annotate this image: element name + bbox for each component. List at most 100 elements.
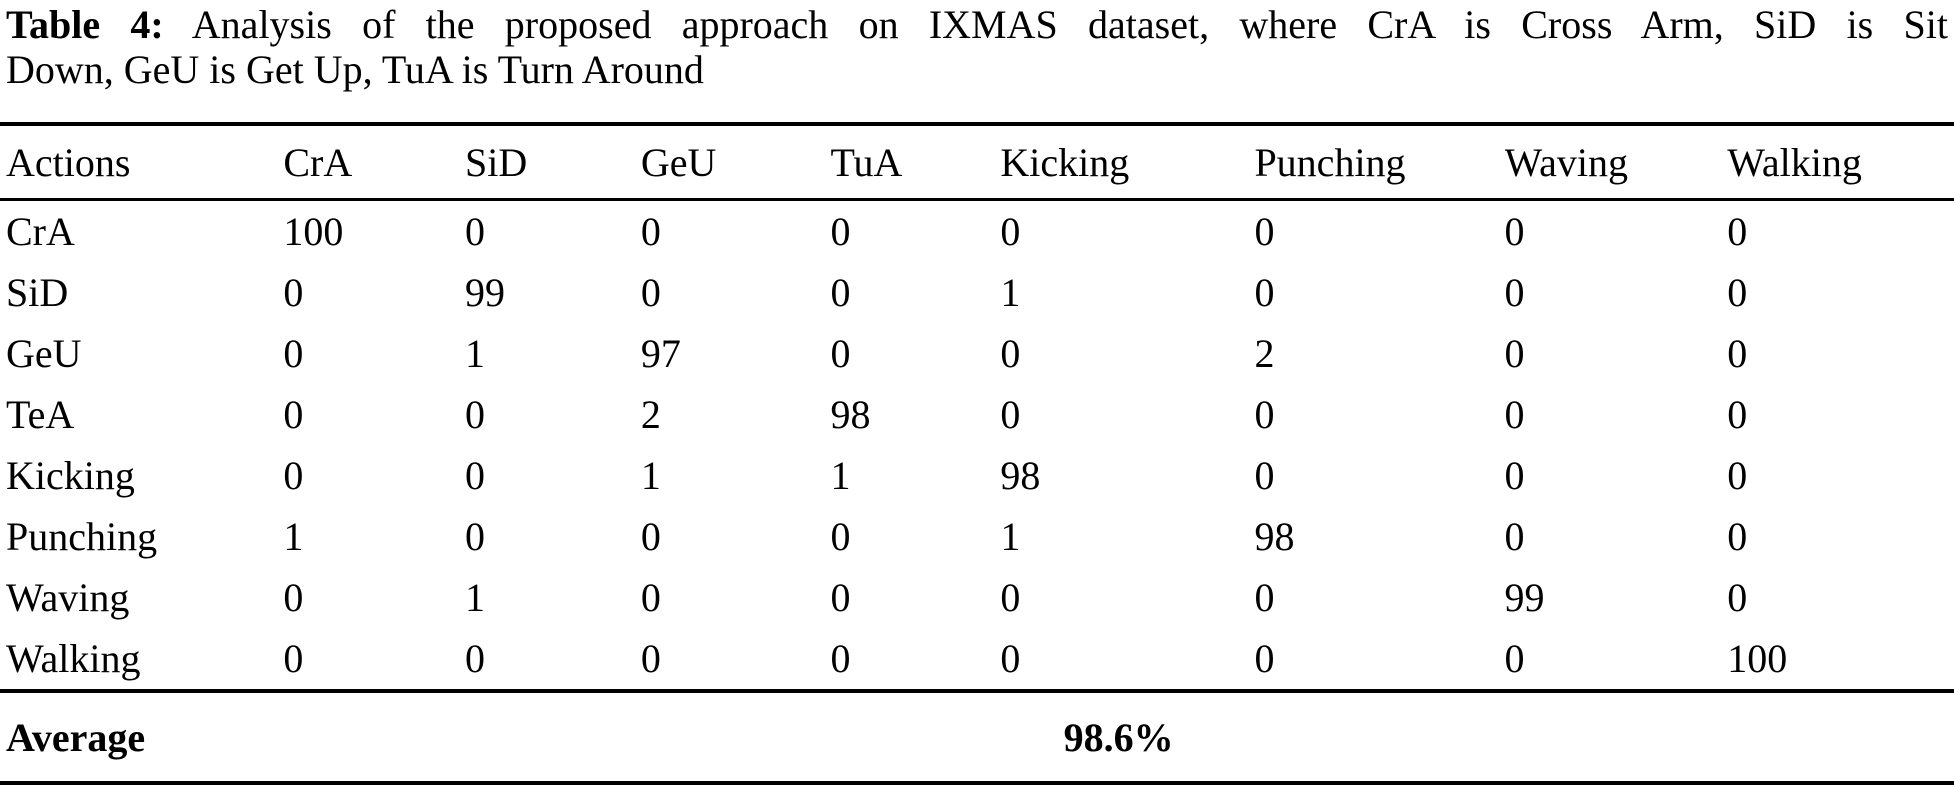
cell: 1 — [1000, 270, 1021, 315]
row-label: Waving — [6, 575, 130, 620]
cell: 0 — [1000, 575, 1021, 620]
table-body: CrA 100 0 0 0 0 0 0 0 SiD 0 99 0 0 1 0 0… — [0, 200, 1954, 692]
row-label: GeU — [6, 331, 82, 376]
table-row-kicking: Kicking 0 0 1 1 98 0 0 0 — [0, 445, 1954, 506]
cell: 0 — [1254, 209, 1275, 254]
cell: 0 — [640, 270, 661, 315]
row-label: Kicking — [6, 453, 135, 498]
table-row-tea: TeA 0 0 2 98 0 0 0 0 — [0, 384, 1954, 445]
cell: 0 — [283, 453, 304, 498]
col-header-sid: SiD — [465, 122, 641, 201]
col-header-walking: Walking — [1727, 122, 1954, 201]
cell: 0 — [1727, 514, 1748, 559]
cell: 1 — [640, 453, 661, 498]
cell: 2 — [640, 392, 661, 437]
cell: 0 — [465, 209, 486, 254]
cell: 0 — [1254, 575, 1275, 620]
results-table: Actions CrA SiD GeU TuA Kicking Punching… — [0, 122, 1954, 785]
cell: 0 — [1727, 270, 1748, 315]
col-header-punching: Punching — [1254, 122, 1505, 201]
cell: 99 — [1504, 575, 1545, 620]
cell: 1 — [1000, 514, 1021, 559]
row-label: Walking — [6, 636, 141, 681]
caption-line-1: Table 4: Analysis of the proposed approa… — [6, 2, 1948, 47]
table-row-geu: GeU 0 1 97 0 0 2 0 0 — [0, 323, 1954, 384]
header-row: Actions CrA SiD GeU TuA Kicking Punching… — [0, 122, 1954, 201]
col-header-actions: Actions — [0, 122, 284, 201]
cell: 0 — [465, 514, 486, 559]
table-row-punching: Punching 1 0 0 0 1 98 0 0 — [0, 506, 1954, 567]
cell: 100 — [1727, 636, 1788, 681]
cell: 0 — [1504, 209, 1525, 254]
cell: 0 — [1504, 636, 1525, 681]
cell: 0 — [1727, 392, 1748, 437]
cell: 0 — [640, 636, 661, 681]
cell: 0 — [830, 636, 851, 681]
cell: 98 — [1000, 453, 1041, 498]
average-value: 98.6% — [283, 689, 1954, 785]
cell: 1 — [465, 331, 486, 376]
cell: 0 — [830, 514, 851, 559]
cell: 0 — [283, 270, 304, 315]
row-label: TeA — [6, 392, 75, 437]
cell: 0 — [1254, 270, 1275, 315]
table-caption: Table 4: Analysis of the proposed approa… — [0, 0, 1954, 92]
cell: 100 — [283, 209, 344, 254]
cell: 0 — [283, 636, 304, 681]
average-row: Average 98.6% — [0, 689, 1954, 785]
cell: 0 — [283, 575, 304, 620]
cell: 98 — [1254, 514, 1295, 559]
row-label: Punching — [6, 514, 158, 559]
cell: 0 — [1727, 331, 1748, 376]
average-label: Average — [0, 689, 284, 785]
cell: 0 — [1727, 575, 1748, 620]
cell: 98 — [830, 392, 871, 437]
cell: 0 — [640, 209, 661, 254]
cell: 0 — [465, 392, 486, 437]
cell: 0 — [1504, 514, 1525, 559]
table-row-cra: CrA 100 0 0 0 0 0 0 0 — [0, 200, 1954, 263]
cell: 0 — [640, 575, 661, 620]
cell: 0 — [1504, 392, 1525, 437]
col-header-kicking: Kicking — [1000, 122, 1255, 201]
caption-label: Table 4: — [6, 2, 164, 47]
cell: 0 — [1254, 636, 1275, 681]
cell: 0 — [1000, 636, 1021, 681]
cell: 0 — [830, 209, 851, 254]
cell: 0 — [1504, 270, 1525, 315]
cell: 97 — [640, 331, 681, 376]
table-row-walking: Walking 0 0 0 0 0 0 0 100 — [0, 628, 1954, 691]
cell: 0 — [1727, 209, 1748, 254]
col-header-geu: GeU — [640, 122, 831, 201]
table-row-sid: SiD 0 99 0 0 1 0 0 0 — [0, 262, 1954, 323]
cell: 0 — [283, 392, 304, 437]
cell: 0 — [830, 270, 851, 315]
table-row-waving: Waving 0 1 0 0 0 0 99 0 — [0, 567, 1954, 628]
cell: 0 — [465, 453, 486, 498]
col-header-waving: Waving — [1504, 122, 1728, 201]
cell: 0 — [1000, 392, 1021, 437]
row-label: CrA — [6, 209, 75, 254]
cell: 0 — [283, 331, 304, 376]
table-footer: Average 98.6% — [0, 689, 1954, 785]
cell: 1 — [283, 514, 304, 559]
cell: 1 — [830, 453, 851, 498]
cell: 2 — [1254, 331, 1275, 376]
cell: 0 — [1504, 453, 1525, 498]
cell: 99 — [465, 270, 506, 315]
row-label: SiD — [6, 270, 69, 315]
cell: 0 — [1504, 331, 1525, 376]
cell: 0 — [1254, 453, 1275, 498]
cell: 0 — [640, 514, 661, 559]
cell: 0 — [1727, 453, 1748, 498]
cell: 0 — [1000, 209, 1021, 254]
cell: 0 — [1000, 331, 1021, 376]
cell: 1 — [465, 575, 486, 620]
caption-text-line1: Analysis of the proposed approach on IXM… — [191, 2, 1948, 47]
caption-line-2: Down, GeU is Get Up, TuA is Turn Around — [6, 47, 704, 92]
cell: 0 — [1254, 392, 1275, 437]
table-header: Actions CrA SiD GeU TuA Kicking Punching… — [0, 122, 1954, 201]
col-header-cra: CrA — [283, 122, 466, 201]
cell: 0 — [465, 636, 486, 681]
col-header-tua: TuA — [830, 122, 1001, 201]
